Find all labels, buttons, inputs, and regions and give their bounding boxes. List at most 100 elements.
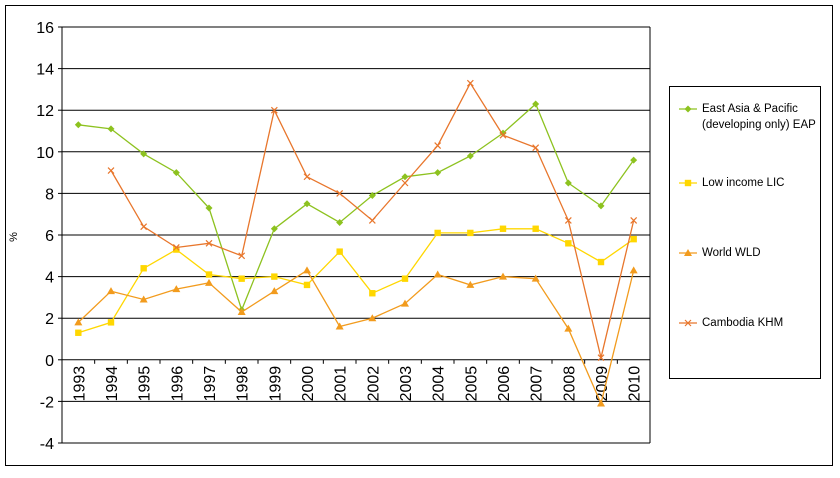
data-point <box>303 281 311 289</box>
y-tick-label: 8 <box>45 186 54 203</box>
data-point <box>270 225 278 233</box>
data-point <box>630 156 638 164</box>
data-point <box>466 79 474 87</box>
x-tick-label: 1995 <box>137 366 154 402</box>
legend-label: East Asia & Pacific (developing only) EA… <box>702 103 816 131</box>
data-point <box>172 169 180 177</box>
x-tick-label: 1997 <box>202 366 219 402</box>
data-point <box>597 258 605 266</box>
data-point <box>303 173 311 181</box>
data-point <box>433 270 442 278</box>
data-point <box>499 272 507 280</box>
data-point <box>173 246 180 253</box>
data-point <box>172 285 181 293</box>
data-point <box>74 121 82 129</box>
data-point <box>368 191 376 199</box>
data-point <box>107 319 115 326</box>
data-point <box>75 329 82 336</box>
data-point <box>303 266 311 274</box>
data-point <box>466 280 475 288</box>
data-point <box>205 278 213 286</box>
x-tick-label: 2007 <box>529 366 546 402</box>
data-point <box>369 290 376 297</box>
x-tick-label: 2005 <box>463 366 480 402</box>
legend-swatch-marker <box>684 249 692 256</box>
data-point <box>205 271 213 278</box>
data-point <box>336 248 343 255</box>
data-point <box>107 125 115 133</box>
data-point <box>532 144 540 152</box>
y-tick-label: 10 <box>36 145 54 162</box>
data-point <box>336 189 344 197</box>
y-tick-label: 0 <box>45 353 54 370</box>
data-point <box>564 179 572 187</box>
data-point <box>499 131 507 139</box>
y-tick-label: 16 <box>36 20 54 37</box>
series-1 <box>74 100 638 314</box>
data-point <box>270 106 278 114</box>
data-point <box>271 273 278 280</box>
data-point <box>237 307 246 315</box>
data-point <box>303 200 311 208</box>
data-point <box>597 399 605 407</box>
x-tick-label: 2003 <box>398 366 415 402</box>
y-tick-label: 4 <box>45 270 54 287</box>
legend-swatch <box>679 179 697 187</box>
x-tick-label: 2009 <box>594 366 611 402</box>
legend: East Asia & Pacific (developing only) EA… <box>669 86 821 379</box>
data-point <box>139 295 148 303</box>
x-tick-label: 1996 <box>169 366 186 402</box>
data-point <box>368 314 377 322</box>
data-point <box>630 217 638 224</box>
data-point <box>532 100 540 108</box>
data-point <box>629 266 638 274</box>
x-tick-label: 1993 <box>71 366 88 402</box>
legend-swatch-marker <box>684 179 692 187</box>
x-tick-label: 2010 <box>627 366 644 402</box>
legend-swatch-marker <box>684 105 692 113</box>
y-tick-label: 14 <box>36 62 54 79</box>
x-tick-label: 2000 <box>300 366 317 402</box>
data-point <box>368 217 376 224</box>
data-point <box>597 202 605 210</box>
legend-label: Cambodia KHM <box>702 317 784 329</box>
y-tick-label: -2 <box>40 394 54 411</box>
series-line <box>77 269 635 406</box>
data-point <box>238 275 245 282</box>
data-point <box>74 318 83 326</box>
data-point <box>140 223 148 231</box>
x-tick-label: 2006 <box>496 366 513 402</box>
x-tick-label: 2008 <box>561 366 578 402</box>
data-point <box>401 173 409 181</box>
legend-swatch <box>679 319 697 327</box>
data-point <box>531 274 540 282</box>
data-point <box>205 239 213 247</box>
data-point <box>565 240 572 247</box>
data-point <box>467 229 474 237</box>
y-tick-label: 6 <box>45 228 54 245</box>
y-tick-label: -4 <box>40 436 54 453</box>
data-point <box>336 219 344 227</box>
data-point <box>434 229 441 237</box>
data-point <box>466 152 474 160</box>
data-point <box>172 244 180 251</box>
data-point <box>401 275 409 282</box>
data-point <box>140 265 147 272</box>
data-point <box>401 299 409 307</box>
data-point <box>205 204 213 212</box>
legend-swatch <box>679 249 697 256</box>
data-point <box>434 142 442 149</box>
y-tick-label: 12 <box>36 103 54 120</box>
data-point <box>238 252 246 260</box>
data-point <box>499 225 507 232</box>
legend-swatch-marker <box>684 319 692 327</box>
x-tick-label: 1994 <box>104 366 121 402</box>
series-3 <box>74 266 638 407</box>
x-tick-label: 2002 <box>365 366 382 402</box>
data-point <box>140 150 148 158</box>
series-4 <box>107 79 638 362</box>
legend-label: World WLD <box>702 247 761 259</box>
series-2 <box>75 225 637 336</box>
data-point <box>335 322 344 330</box>
